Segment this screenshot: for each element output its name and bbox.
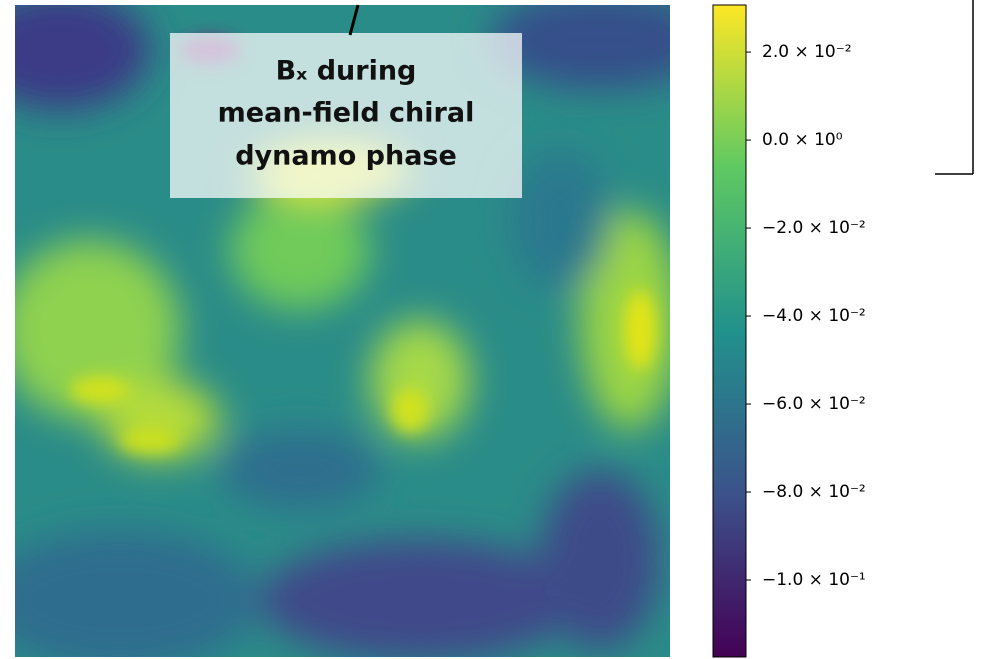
colorbar-tick-label: −6.0 × 10⁻² <box>762 394 866 414</box>
annotation-box <box>170 33 522 198</box>
colorbar-tick-label: 2.0 × 10⁻² <box>762 42 852 62</box>
colorbar-tick-label: −1.0 × 10⁻¹ <box>762 570 866 590</box>
annotation-line: mean-field chiral <box>218 98 475 129</box>
colorbar-tick-label: −8.0 × 10⁻² <box>762 482 866 502</box>
annotation-pointer <box>348 4 360 36</box>
colorbar-tick-label: 0.0 × 10⁰ <box>762 130 843 150</box>
colorbar-tick-label: −4.0 × 10⁻² <box>762 306 866 326</box>
annotation-line: dynamo phase <box>235 141 457 172</box>
annotation-line: Bₓ during <box>276 56 417 87</box>
colorbar <box>712 4 747 658</box>
colorbar-tick-label: −2.0 × 10⁻² <box>762 218 866 238</box>
